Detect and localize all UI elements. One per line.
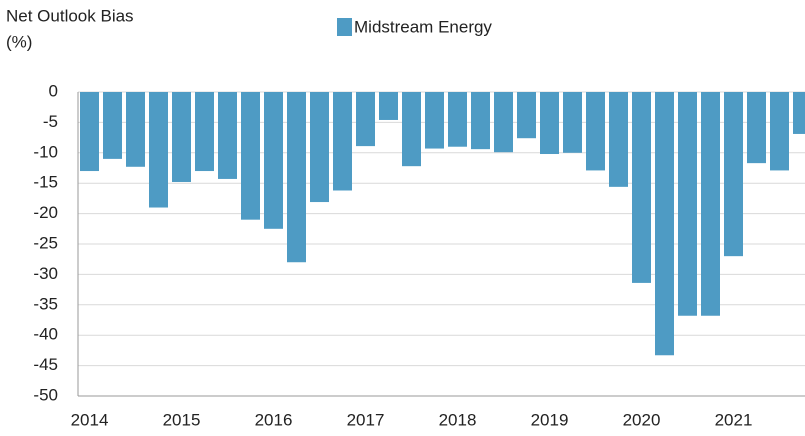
- bar: [701, 92, 720, 316]
- x-tick-label: 2020: [623, 410, 661, 429]
- y-axis-label: Net Outlook Bias: [6, 6, 134, 25]
- bar: [310, 92, 329, 203]
- bar: [655, 92, 674, 356]
- bar: [379, 92, 398, 120]
- x-tick-label: 2014: [71, 410, 109, 429]
- y-tick-label: -30: [33, 264, 58, 283]
- y-tick-label: -45: [33, 355, 58, 374]
- legend-swatch: [337, 18, 352, 36]
- x-tick-label: 2021: [715, 410, 753, 429]
- y-tick-label: -40: [33, 325, 58, 344]
- bar: [770, 92, 789, 171]
- y-tick-label: 0: [49, 81, 58, 100]
- y-tick-label: -5: [43, 112, 58, 131]
- bar: [517, 92, 536, 139]
- legend-label: Midstream Energy: [354, 17, 492, 36]
- bar: [471, 92, 490, 150]
- bar: [609, 92, 628, 187]
- bar: [126, 92, 145, 167]
- bar: [747, 92, 766, 164]
- bar: [195, 92, 214, 172]
- bar: [80, 92, 99, 172]
- x-tick-label: 2017: [347, 410, 385, 429]
- y-tick-label: -25: [33, 233, 58, 252]
- y-tick-label: -10: [33, 142, 58, 161]
- bar: [333, 92, 352, 191]
- y-axis-label: (%): [6, 32, 32, 51]
- x-tick-label: 2019: [531, 410, 569, 429]
- bar: [586, 92, 605, 171]
- bar: [149, 92, 168, 208]
- y-tick-label: -50: [33, 385, 58, 404]
- bar: [425, 92, 444, 149]
- bar: [563, 92, 582, 153]
- x-tick-label: 2018: [439, 410, 477, 429]
- x-tick-label: 2016: [255, 410, 293, 429]
- bar: [172, 92, 191, 182]
- bar: [540, 92, 559, 155]
- bar: [287, 92, 306, 263]
- bar: [241, 92, 260, 220]
- bar: [264, 92, 283, 229]
- y-tick-label: -35: [33, 294, 58, 313]
- x-tick-label: 2015: [163, 410, 201, 429]
- bar: [448, 92, 467, 147]
- bar: [218, 92, 237, 179]
- bar: [356, 92, 375, 147]
- bar: [678, 92, 697, 316]
- bar: [793, 92, 805, 134]
- bar: [103, 92, 122, 159]
- y-tick-label: -15: [33, 173, 58, 192]
- y-tick-label: -20: [33, 203, 58, 222]
- bar: [724, 92, 743, 257]
- bar: [402, 92, 421, 167]
- bar: [632, 92, 651, 283]
- bar: [494, 92, 513, 153]
